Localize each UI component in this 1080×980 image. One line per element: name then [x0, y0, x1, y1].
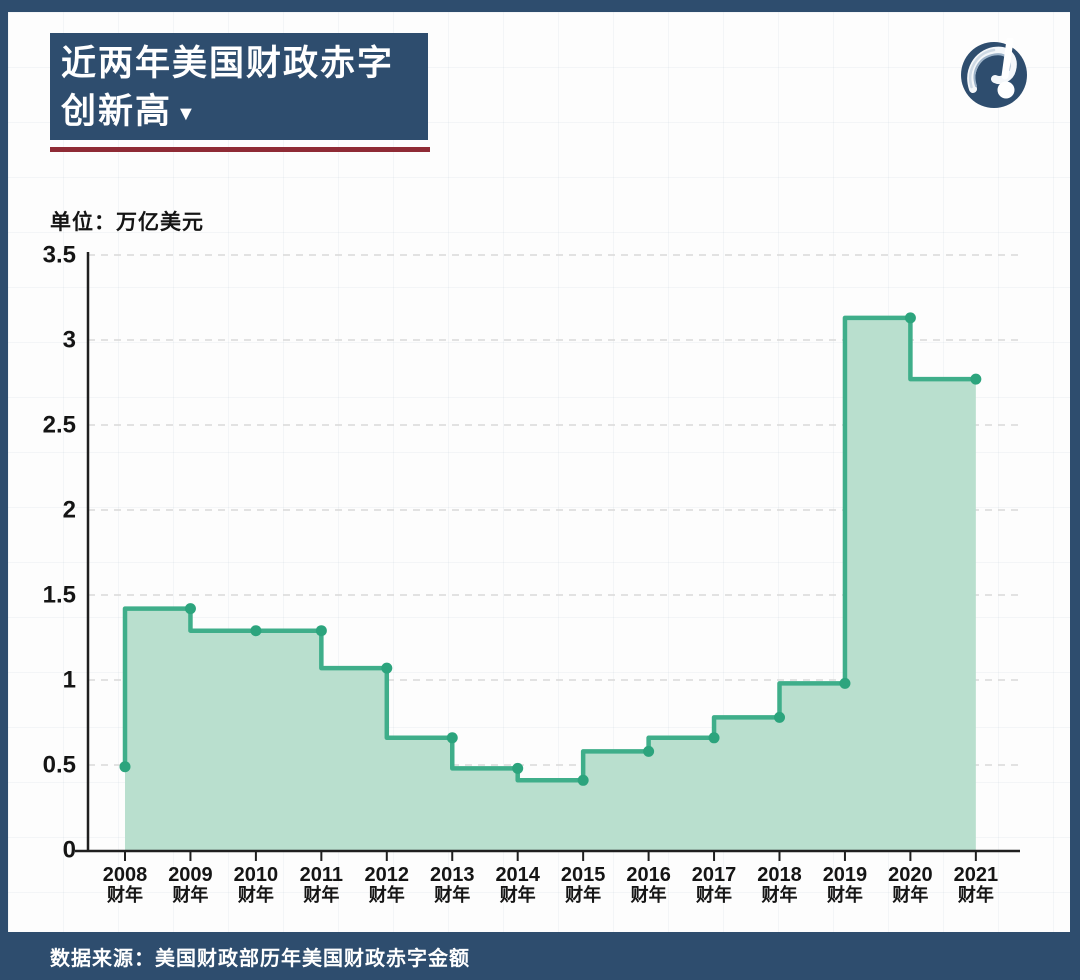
frame-border-left: [0, 0, 8, 980]
page-title-line1: 近两年美国财政赤字: [61, 44, 395, 83]
logo-exclamation: [997, 38, 1015, 99]
frame-border-top: [0, 0, 1080, 12]
page-title-line2: 创新高 ▼: [50, 88, 428, 138]
data-source-text: 数据来源：美国财政部历年美国财政赤字金额: [50, 947, 470, 970]
page-title-line2-text: 创新高: [61, 92, 173, 131]
title-box: 近两年美国财政赤字 创新高 ▼: [50, 33, 428, 140]
footer-bar: 数据来源：美国财政部历年美国财政赤字金额: [0, 932, 1080, 980]
down-triangle-icon: ▼: [176, 103, 196, 125]
frame-border-right: [1070, 0, 1080, 980]
unit-label: 单位：万亿美元: [50, 211, 204, 234]
brand-logo: [961, 38, 1027, 108]
title-underline-rule: [50, 147, 430, 152]
